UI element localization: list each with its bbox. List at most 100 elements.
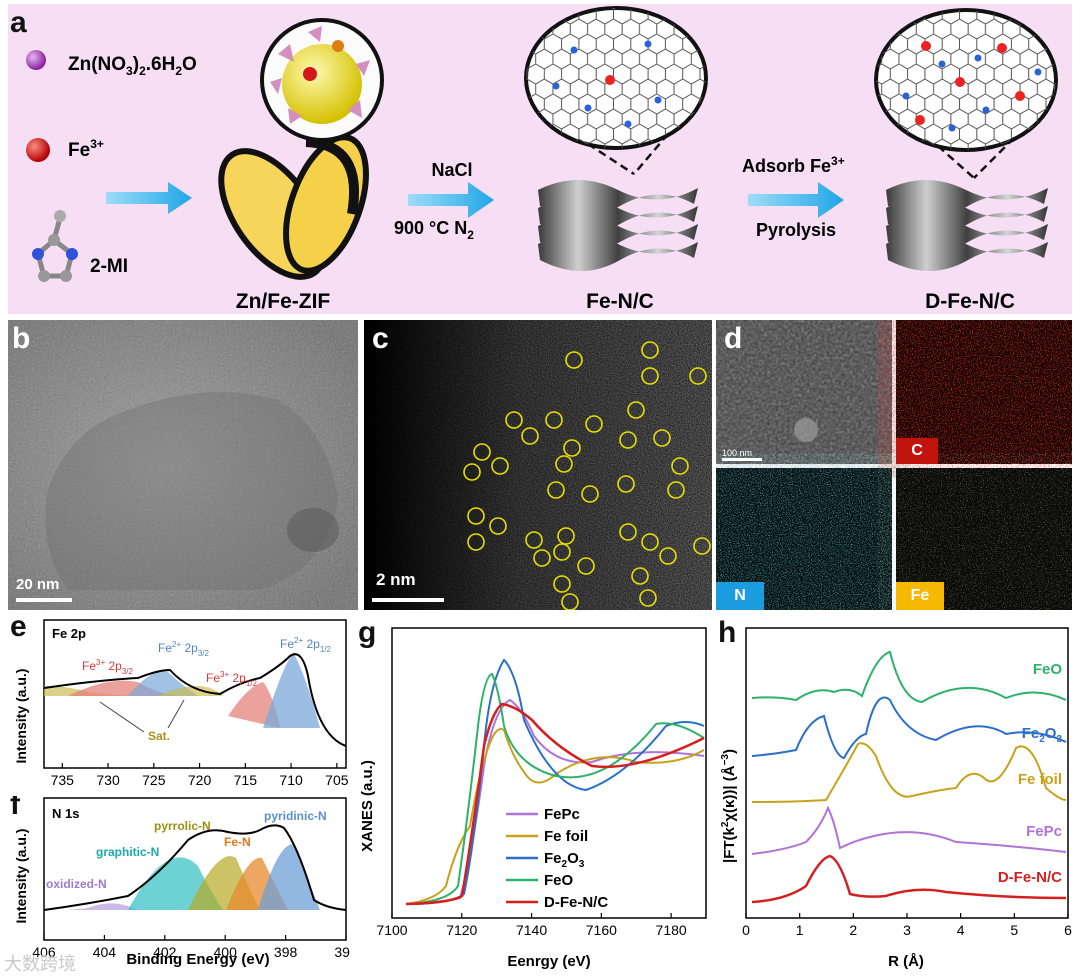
arrow-2 bbox=[408, 182, 494, 218]
xtick-label: 4 bbox=[957, 922, 965, 938]
xtick-label: 3 bbox=[903, 922, 911, 938]
panel-label-b: b bbox=[12, 322, 31, 355]
chart-g-ylabel: XANES (a.u.) bbox=[359, 760, 376, 852]
scalebar-b-label: 20 nm bbox=[16, 576, 60, 593]
step1-nacl: NaCl bbox=[431, 160, 472, 180]
scalebar-c bbox=[372, 598, 444, 602]
label-fe2-2p12: Fe2+ 2p1/2 bbox=[280, 636, 332, 654]
chart-h-ylabel: |FT(k2χ(κ))| (Å−3) bbox=[720, 749, 738, 863]
series-fe-foil bbox=[405, 728, 705, 905]
xtick-label: 7140 bbox=[516, 922, 547, 938]
arrow-3 bbox=[748, 182, 844, 218]
xtick-label: 402 bbox=[153, 944, 177, 960]
legend-label: FeO bbox=[544, 872, 574, 889]
xtick-label: 404 bbox=[93, 944, 117, 960]
chart-f-xticks: 406 404 402 400 398 396 bbox=[32, 935, 350, 960]
series-label: Fe foil bbox=[1018, 771, 1062, 788]
reagent-zn: Zn(NO3)2.6H2O bbox=[68, 54, 197, 78]
reagent-fe: Fe3+ bbox=[68, 137, 104, 161]
xtick-label: 725 bbox=[142, 772, 166, 788]
d-fe-nc-sheets bbox=[886, 180, 1048, 271]
label-fe3-2p32: Fe3+ 2p3/2 bbox=[82, 658, 134, 676]
product-zif: Zn/Fe-ZIF bbox=[236, 290, 331, 313]
panel-c-haadf-image: c 2 nm bbox=[364, 320, 712, 610]
reagent-2mi: 2-MI bbox=[90, 256, 128, 277]
panel-d-eds-maps: d 100 nm C N Fe bbox=[716, 320, 1072, 610]
label-fe-n: Fe-N bbox=[224, 835, 251, 849]
panel-label-f: f bbox=[10, 796, 20, 821]
peak-sat-2 bbox=[158, 686, 223, 696]
panel-h-exafs: h |FT(k2χ(κ))| (Å−3) FeO Fe2O3 Fe foil FePc… bbox=[716, 616, 1076, 972]
chart-f-xlabel: Binding Energy (eV) bbox=[126, 951, 269, 968]
label-graphitic-n: graphitic-N bbox=[96, 845, 159, 859]
chart-g: XANES (a.u.) FePc Fe foil Fe2O3 FeO D-Fe-N/C… bbox=[359, 627, 707, 970]
panel-label-d: d bbox=[724, 322, 743, 355]
series-label: FePc bbox=[1026, 823, 1062, 840]
chart-e-ylabel: Intensity (a.u.) bbox=[13, 669, 29, 764]
xtick-label: 705 bbox=[325, 772, 349, 788]
xtick-label: 7180 bbox=[656, 922, 687, 938]
eds-label-c: C bbox=[896, 438, 938, 464]
chart-e-envelope bbox=[43, 653, 347, 747]
legend-label: Fe foil bbox=[544, 828, 588, 845]
tem-texture bbox=[8, 320, 358, 610]
scalebar-d-label: 100 nm bbox=[722, 448, 753, 458]
step2-pyrolysis: Pyrolysis bbox=[756, 220, 836, 240]
peak-pyridinic-n bbox=[258, 843, 320, 910]
xtick-label: 730 bbox=[96, 772, 120, 788]
fe-nc-zoom-circle bbox=[524, 6, 708, 176]
series-h-feo bbox=[751, 650, 1067, 704]
legend-label: Fe2O3 bbox=[544, 850, 585, 870]
peak-fe2-2p12 bbox=[263, 654, 320, 728]
xtick-label: 7160 bbox=[586, 922, 617, 938]
chart-f-ylabel: Intensity (a.u.) bbox=[13, 829, 29, 924]
panel-label-h: h bbox=[718, 616, 737, 649]
xtick-label: 1 bbox=[796, 922, 804, 938]
series-fe2o3 bbox=[405, 658, 705, 905]
chart-h-series bbox=[751, 650, 1067, 904]
chart-f: Intensity (a.u.) N 1s oxidized-N graphit… bbox=[13, 797, 350, 968]
series-h-fe-foil bbox=[751, 742, 1067, 803]
eds-label-n: N bbox=[716, 582, 764, 610]
xtick-label: 710 bbox=[279, 772, 303, 788]
step2-adsorb: Adsorb Fe3+ bbox=[742, 154, 845, 176]
chart-f-frame bbox=[43, 797, 347, 941]
xtick-label: 6 bbox=[1064, 922, 1072, 938]
xtick-label: 7100 bbox=[376, 922, 407, 938]
label-fe2-2p32: Fe2+ 2p3/2 bbox=[158, 640, 210, 658]
scalebar-d bbox=[722, 458, 762, 461]
label-oxidized-n: oxidized-N bbox=[46, 877, 107, 891]
eds-tiles bbox=[716, 320, 1072, 610]
xtick-label: 715 bbox=[234, 772, 258, 788]
panel-label-e: e bbox=[10, 616, 27, 643]
xtick-label: 735 bbox=[51, 772, 75, 788]
watermark: 大数跨境 bbox=[4, 954, 76, 975]
peak-oxidized-n bbox=[68, 903, 138, 910]
haadf-texture bbox=[364, 320, 712, 610]
chart-g-series bbox=[405, 658, 705, 906]
panel-g-xanes: g XANES (a.u.) FePc Fe foil Fe2O3 FeO D-Fe-N… bbox=[356, 616, 710, 972]
xtick-label: 398 bbox=[274, 944, 298, 960]
chart-h-xticks: 0 1 2 3 4 5 6 bbox=[742, 913, 1072, 938]
panel-b-tem-image: b 20 nm bbox=[8, 320, 358, 610]
product-fenc: Fe-N/C bbox=[586, 290, 654, 313]
peak-sat-1 bbox=[44, 686, 138, 696]
scalebar-b bbox=[16, 598, 72, 602]
zif-zoom-circle bbox=[260, 18, 384, 142]
xtick-label: 0 bbox=[742, 922, 750, 938]
scalebar-c-label: 2 nm bbox=[376, 570, 416, 589]
step1-temp: 900 °C N2 bbox=[394, 218, 474, 242]
fe-nc-sheets bbox=[538, 180, 698, 271]
arrow-1 bbox=[106, 182, 192, 214]
series-h-fe2o3 bbox=[751, 696, 1067, 760]
chart-g-frame bbox=[391, 627, 707, 919]
panel-label-g: g bbox=[358, 616, 377, 649]
chart-g-xlabel: Eenrgy (eV) bbox=[507, 953, 590, 970]
chart-h: |FT(k2χ(κ))| (Å−3) FeO Fe2O3 Fe foil FePc D-… bbox=[720, 627, 1072, 970]
schematic-svg: Zn(NO3)2.6H2O Fe3+ 2-MI bbox=[26, 6, 1058, 313]
chart-f-title: N 1s bbox=[52, 806, 79, 821]
chart-e-xticks: 735 730 725 720 715 710 705 bbox=[51, 763, 349, 788]
series-h-d-fe-nc bbox=[751, 854, 1067, 904]
chart-g-legend: FePc Fe foil Fe2O3 FeO D-Fe-N/C bbox=[506, 806, 608, 911]
panel-label-a: a bbox=[10, 6, 27, 39]
